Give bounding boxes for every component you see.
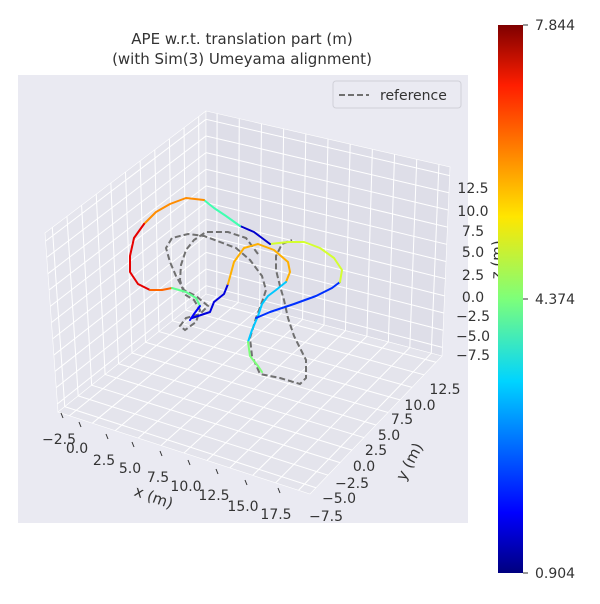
legend: reference bbox=[333, 81, 461, 108]
z-tick-label: −2.5 bbox=[456, 309, 490, 325]
y-tick-label: −5.0 bbox=[322, 491, 356, 507]
x-tick-label: 10.0 bbox=[170, 479, 201, 495]
x-tick-label: 15.0 bbox=[227, 499, 258, 515]
x-tick-label: 7.5 bbox=[147, 470, 169, 486]
colorbar-mid-label: 4.374 bbox=[535, 292, 575, 308]
colorbar-gradient bbox=[498, 25, 523, 573]
z-tick-label: 0.0 bbox=[462, 290, 484, 306]
y-tick-label: −2.5 bbox=[335, 476, 369, 492]
colorbar: 7.844 4.374 0.904 bbox=[498, 18, 575, 582]
colorbar-min-label: 0.904 bbox=[535, 566, 575, 582]
z-tick-label: 7.5 bbox=[462, 224, 484, 240]
x-tick-label: 2.5 bbox=[93, 453, 115, 469]
y-tick-label: −7.5 bbox=[309, 509, 343, 525]
colorbar-max-label: 7.844 bbox=[535, 18, 575, 34]
y-tick-label: 0.0 bbox=[353, 459, 375, 475]
y-tick-label: 10.0 bbox=[404, 398, 435, 414]
grid-line bbox=[199, 117, 200, 300]
z-tick-label: 5.0 bbox=[462, 245, 484, 261]
y-tick-label: 2.5 bbox=[365, 443, 387, 459]
x-tick-label: 5.0 bbox=[119, 461, 141, 477]
x-tick-label: 0.0 bbox=[66, 441, 88, 457]
y-tick-label: 7.5 bbox=[391, 412, 413, 428]
z-tick-label: 2.5 bbox=[462, 268, 484, 284]
z-tick-label: 10.0 bbox=[457, 204, 488, 220]
z-tick-label: 12.5 bbox=[457, 181, 488, 197]
x-tick-label: 17.5 bbox=[260, 507, 291, 523]
legend-reference-label: reference bbox=[380, 88, 447, 104]
x-tick-label: 12.5 bbox=[198, 488, 229, 504]
chart-subtitle: (with Sim(3) Umeyama alignment) bbox=[112, 50, 372, 68]
z-tick-label: −5.0 bbox=[456, 329, 490, 345]
z-tick-label: −7.5 bbox=[456, 348, 490, 364]
y-tick-label: 5.0 bbox=[378, 428, 400, 444]
y-tick-label: 12.5 bbox=[429, 382, 460, 398]
chart-title: APE w.r.t. translation part (m) bbox=[131, 30, 352, 48]
